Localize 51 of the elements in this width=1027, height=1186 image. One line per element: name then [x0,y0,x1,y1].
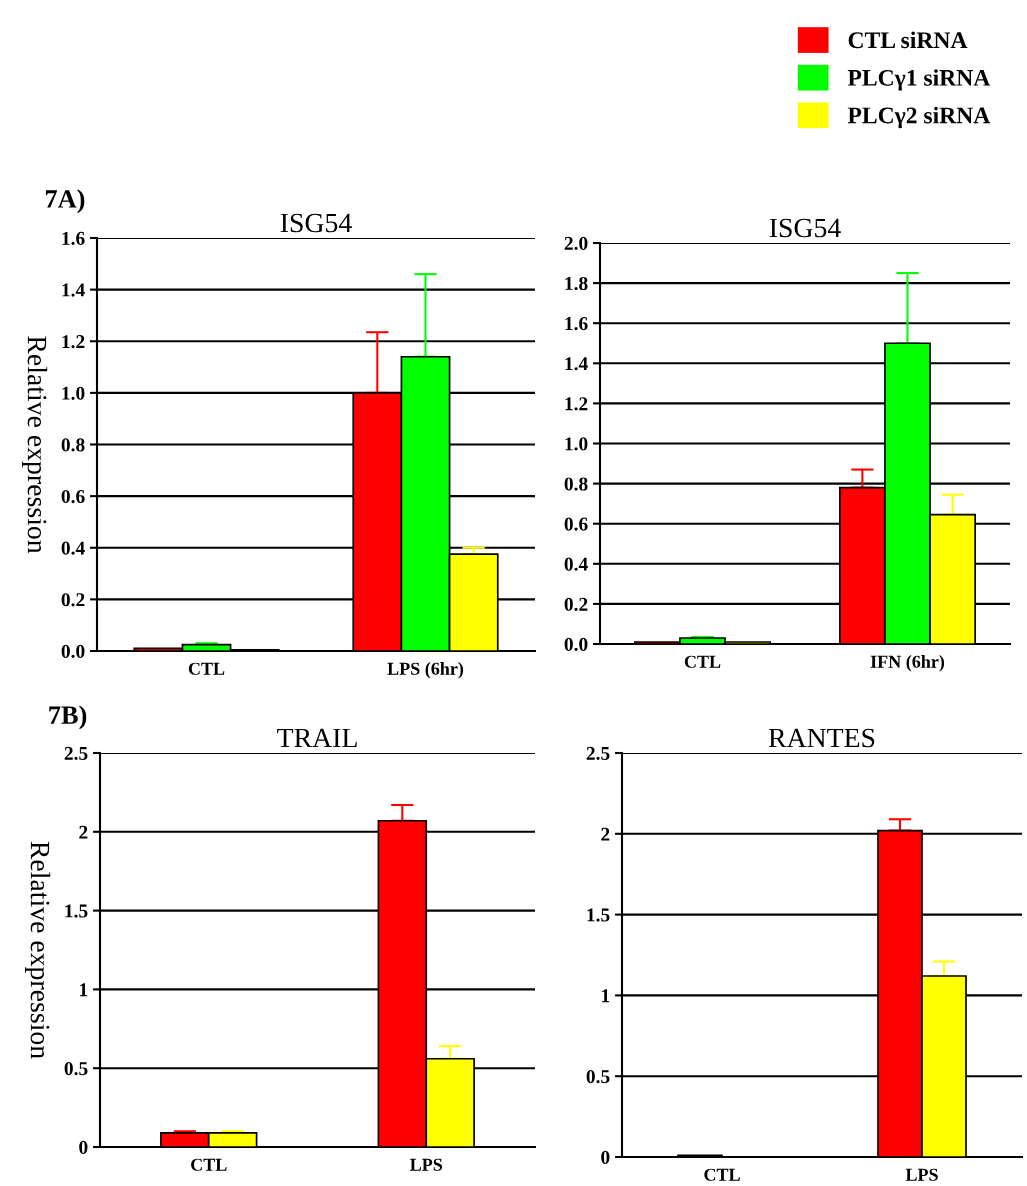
y-tick-label: 1.2 [62,335,85,349]
y-tick-label: 0.4 [61,541,85,555]
y-tick-label: 1.0 [62,386,85,400]
y-tick-label: 1.4 [62,283,85,297]
y-tick-label: 2.0 [564,236,588,251]
y-tick-label: 0.0 [61,644,85,659]
text: 7B) [49,705,87,730]
x-tick-label: LPS (6hr) [387,662,464,679]
y-tick-label: 1.6 [565,317,588,331]
legend-label: PLCγ2 siRNA [847,106,991,129]
y-tick-label: 0.2 [564,597,588,611]
y-tick-label: 2.5 [64,746,88,761]
y-tick-label: 0.8 [564,477,588,491]
chart-title: RANTES [768,728,875,748]
y-tick-label: 0.6 [61,489,85,504]
y-tick-label: 1 [80,983,88,997]
y-tick-label: 0.8 [61,438,85,452]
y-tick-label: 2.5 [586,746,610,761]
x-tick-label: LPS [410,1158,443,1171]
x-tick-label: CTL [191,1158,227,1171]
y-tick-label: 1 [602,989,610,1003]
y-tick-label: 1.5 [587,908,610,922]
y-tick-label: 1.8 [565,276,588,291]
y-tick-label: 0 [601,1150,610,1164]
y-tick-label: 1.6 [62,231,85,246]
y-axis-title: Relative expression [22,336,48,554]
chart-title: ISG54 [280,213,352,233]
y-tick-label: 1.2 [565,397,588,411]
chart-title: ISG54 [769,218,841,238]
y-tick-label: 2 [79,825,88,839]
y-tick-label: 1.4 [565,357,588,371]
y-tick-label: 0.4 [564,557,588,571]
y-tick-label: 0.5 [64,1062,88,1076]
y-axis-title: Relative expression [25,841,51,1059]
y-tick-label: 1.0 [565,437,588,451]
y-tick-label: 0.2 [61,593,85,607]
x-tick-label: CTL [684,655,721,668]
x-tick-label: LPS [905,1168,938,1181]
chart-title: TRAIL [277,728,357,748]
text: 7A) [45,189,85,214]
legend-label: CTL siRNA [848,31,968,49]
y-tick-label: 2 [601,827,610,841]
y-tick-label: 0 [79,1140,88,1154]
x-tick-label: CTL [704,1168,740,1181]
x-tick-label: CTL [188,662,225,675]
y-tick-label: 0.5 [586,1070,610,1084]
y-tick-label: 0.0 [564,637,588,652]
y-tick-label: 0.6 [564,517,588,531]
x-tick-label: IFN (6hr) [870,655,945,672]
y-tick-label: 1.5 [65,904,88,918]
legend-label: PLCγ1 siRNA [847,69,991,91]
